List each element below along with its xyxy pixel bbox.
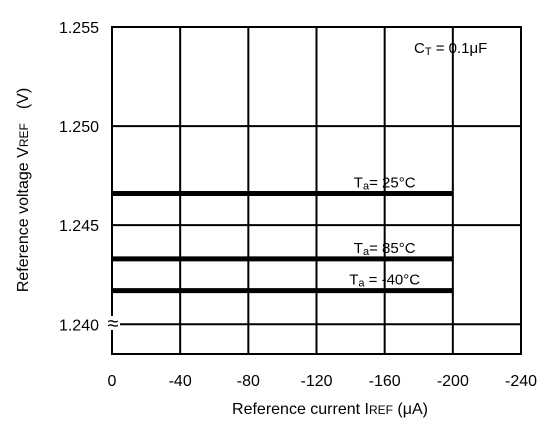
condition-annotation: CT = 0.1μF xyxy=(414,40,487,58)
svg-text:Reference voltage VREF(V): Reference voltage VREF(V) xyxy=(15,88,32,292)
axis-break-mark: ≈ xyxy=(106,313,120,335)
series-labels: Ta= 25°C Ta= 85°C Ta = -40°C xyxy=(349,174,420,289)
plot-frame xyxy=(111,26,522,355)
svg-text:≈: ≈ xyxy=(108,313,119,335)
y-axis-label: Reference voltage VREF(V) xyxy=(15,88,32,292)
series-label: Ta = -40°C xyxy=(349,272,420,290)
series-lines xyxy=(112,190,453,294)
series-label: Ta= 25°C xyxy=(354,174,416,192)
y-tick-labels: 1.255 1.250 1.245 1.240 xyxy=(59,20,99,334)
x-tick-labels: 0 -40 -80 -120 -160 -200 -240 xyxy=(108,373,538,390)
y-tick-label: 1.245 xyxy=(59,218,99,235)
x-axis-label: Reference current IREF (μA) xyxy=(232,401,428,418)
x-tick-label: -200 xyxy=(437,373,469,390)
series-label: Ta= 85°C xyxy=(354,240,416,258)
x-tick-label: -240 xyxy=(505,373,537,390)
grid xyxy=(111,26,522,354)
y-tick-label: 1.250 xyxy=(59,119,99,136)
x-tick-label: 0 xyxy=(108,373,117,390)
x-tick-label: -40 xyxy=(169,373,192,390)
x-tick-label: -160 xyxy=(369,373,401,390)
y-tick-label: 1.240 xyxy=(59,317,99,334)
y-tick-label: 1.255 xyxy=(59,20,99,37)
x-tick-label: -120 xyxy=(300,373,332,390)
x-tick-label: -80 xyxy=(237,373,260,390)
